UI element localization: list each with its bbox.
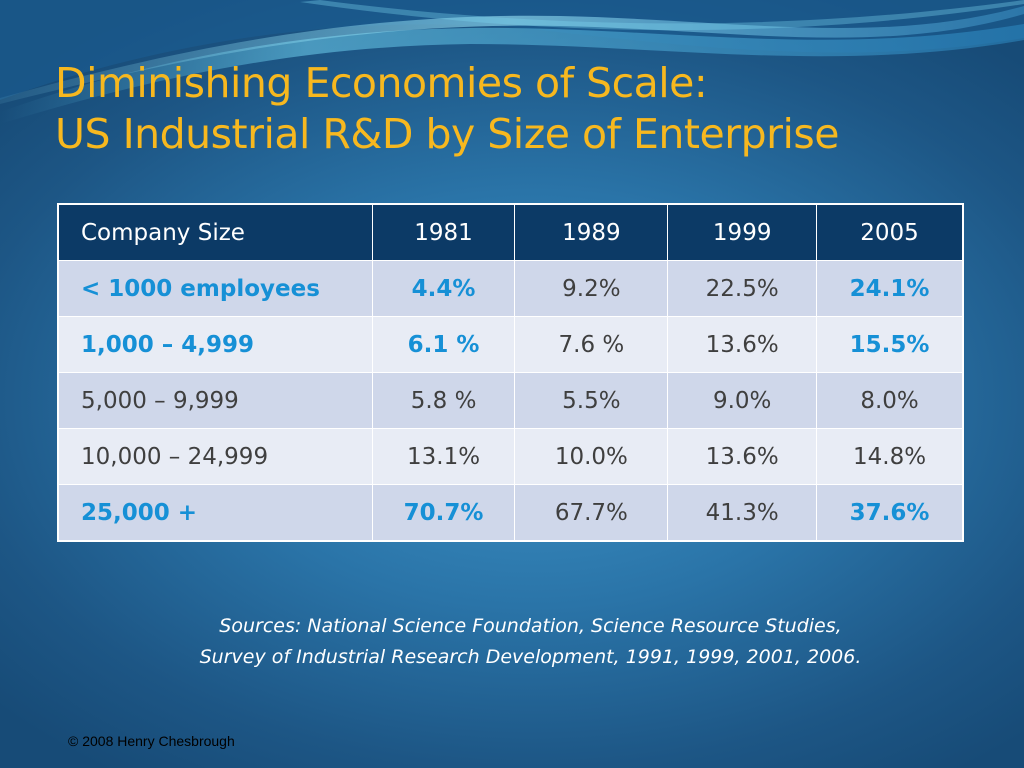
table-cell: 14.8% [816, 428, 963, 485]
slide-title-line-1: Diminishing Economies of Scale: [55, 59, 708, 107]
table-cell: 8.0% [816, 372, 963, 429]
table-cell: 13.6% [667, 316, 818, 373]
row-label: 10,000 – 24,999 [58, 428, 373, 485]
table-cell: 37.6% [816, 484, 963, 541]
table-cell: 13.6% [667, 428, 818, 485]
row-label: < 1000 employees [58, 260, 373, 317]
sources-line-1: Sources: National Science Foundation, Sc… [219, 615, 842, 637]
table-row: 25,000 + 70.7% 67.7% 41.3% 37.6% [58, 484, 963, 541]
table-cell: 24.1% [816, 260, 963, 317]
header-company-size: Company Size [58, 204, 373, 261]
table-row: 5,000 – 9,999 5.8 % 5.5% 9.0% 8.0% [58, 372, 963, 429]
table-cell: 7.6 % [514, 316, 669, 373]
sources-line-2: Survey of Industrial Research Developmen… [199, 646, 862, 668]
table-row: < 1000 employees 4.4% 9.2% 22.5% 24.1% [58, 260, 963, 317]
header-year-2005: 2005 [816, 204, 963, 261]
header-year-1999: 1999 [667, 204, 818, 261]
table-cell: 5.8 % [371, 372, 516, 429]
table-cell: 41.3% [667, 484, 818, 541]
table-cell: 10.0% [514, 428, 669, 485]
copyright-footer: © 2008 Henry Chesbrough [68, 733, 235, 749]
row-label: 25,000 + [58, 484, 373, 541]
row-label: 5,000 – 9,999 [58, 372, 373, 429]
table-cell: 6.1 % [371, 316, 516, 373]
table-cell: 9.0% [667, 372, 818, 429]
table-cell: 4.4% [371, 260, 516, 317]
table-cell: 9.2% [514, 260, 669, 317]
table-cell: 67.7% [514, 484, 669, 541]
row-label: 1,000 – 4,999 [58, 316, 373, 373]
header-year-1989: 1989 [514, 204, 669, 261]
rd-share-table: Company Size 1981 1989 1999 2005 < 1000 … [58, 204, 963, 541]
table-header-row: Company Size 1981 1989 1999 2005 [58, 204, 963, 261]
table-cell: 5.5% [514, 372, 669, 429]
decorative-waves [0, 0, 1024, 124]
slide-title-line-2: US Industrial R&D by Size of Enterprise [55, 110, 839, 158]
table-cell: 15.5% [816, 316, 963, 373]
table-row: 10,000 – 24,999 13.1% 10.0% 13.6% 14.8% [58, 428, 963, 485]
table-cell: 22.5% [667, 260, 818, 317]
table-cell: 70.7% [371, 484, 516, 541]
sources-note: Sources: National Science Foundation, Sc… [0, 611, 1024, 673]
table-cell: 13.1% [371, 428, 516, 485]
slide-title: Diminishing Economies of Scale: US Indus… [55, 58, 839, 160]
table-row: 1,000 – 4,999 6.1 % 7.6 % 13.6% 15.5% [58, 316, 963, 373]
header-year-1981: 1981 [371, 204, 516, 261]
